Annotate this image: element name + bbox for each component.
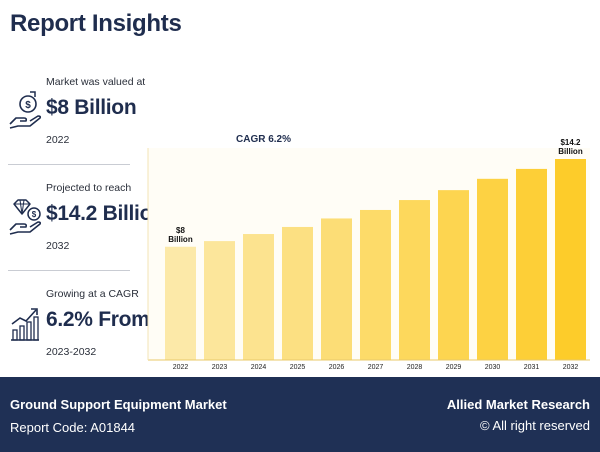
diamond-coin-hand-icon: $ <box>8 196 42 236</box>
stat-value: $14.2 Billion <box>46 202 165 225</box>
bar-2027 <box>360 209 391 360</box>
market-name: Ground Support Equipment Market <box>10 397 227 412</box>
svg-text:$: $ <box>32 210 37 219</box>
bar-2029 <box>438 190 469 360</box>
x-tick-label: 2032 <box>562 364 579 371</box>
x-tick-label: 2024 <box>250 364 267 371</box>
x-tick-label: 2027 <box>367 364 384 371</box>
bar-2024 <box>243 234 274 360</box>
x-tick-label: 2029 <box>445 364 462 371</box>
x-tick-label: 2026 <box>328 364 345 371</box>
x-tick-label: 2028 <box>406 364 423 371</box>
stat-label: Market was valued at <box>46 76 146 88</box>
x-tick-label: 2025 <box>289 364 306 371</box>
stat-value: $8 Billion <box>46 96 137 119</box>
stat-year: 2022 <box>46 134 70 146</box>
report-code: Report Code: A01844 <box>10 420 136 435</box>
x-tick-label: 2031 <box>523 364 540 371</box>
stat-year: 2032 <box>46 240 70 252</box>
bar-2025 <box>282 226 313 360</box>
stat-label: Growing at a CAGR <box>46 288 139 300</box>
stat-market-value: $ Market was valued at $8 Billion 2022 <box>8 76 145 180</box>
footer-bar: Ground Support Equipment Market Report C… <box>0 377 600 452</box>
svg-text:$: $ <box>25 100 31 111</box>
publisher-name: Allied Market Research <box>446 397 590 412</box>
bar-2022 <box>165 246 196 360</box>
stat-projected-value: $ Projected to reach $14.2 Billion 2032 <box>8 182 165 286</box>
bar-2032 <box>555 159 586 360</box>
stat-year: 2023-2032 <box>46 346 97 358</box>
x-tick-label: 2023 <box>211 364 228 371</box>
bar-2030 <box>477 178 508 360</box>
divider <box>8 164 130 165</box>
stat-value: 6.2% From <box>46 308 150 331</box>
x-tick-label: 2022 <box>172 364 189 371</box>
data-label: $14.2 Billion <box>558 138 583 156</box>
money-hand-icon: $ <box>8 90 42 130</box>
bar-2023 <box>204 241 235 360</box>
x-tick-label: 2030 <box>484 364 501 371</box>
bar-chart: 2022 2023 2024 2025 2026 2027 2028 2029 2030 2031… <box>145 130 595 375</box>
stat-label: Projected to reach <box>46 182 132 194</box>
bar-2031 <box>516 168 547 360</box>
bar-2028 <box>399 200 430 360</box>
stat-cagr: Growing at a CAGR 6.2% From 2023-2032 <box>8 288 150 392</box>
bar-2026 <box>321 218 352 360</box>
divider <box>8 270 130 271</box>
chart-title: CAGR 6.2% <box>236 134 292 145</box>
chart-svg <box>147 148 590 361</box>
copyright-text: © All right reserved <box>479 418 590 433</box>
data-label: $8 Billion <box>168 225 193 244</box>
growth-chart-icon <box>8 302 42 342</box>
page-title: Report Insights <box>10 10 182 37</box>
